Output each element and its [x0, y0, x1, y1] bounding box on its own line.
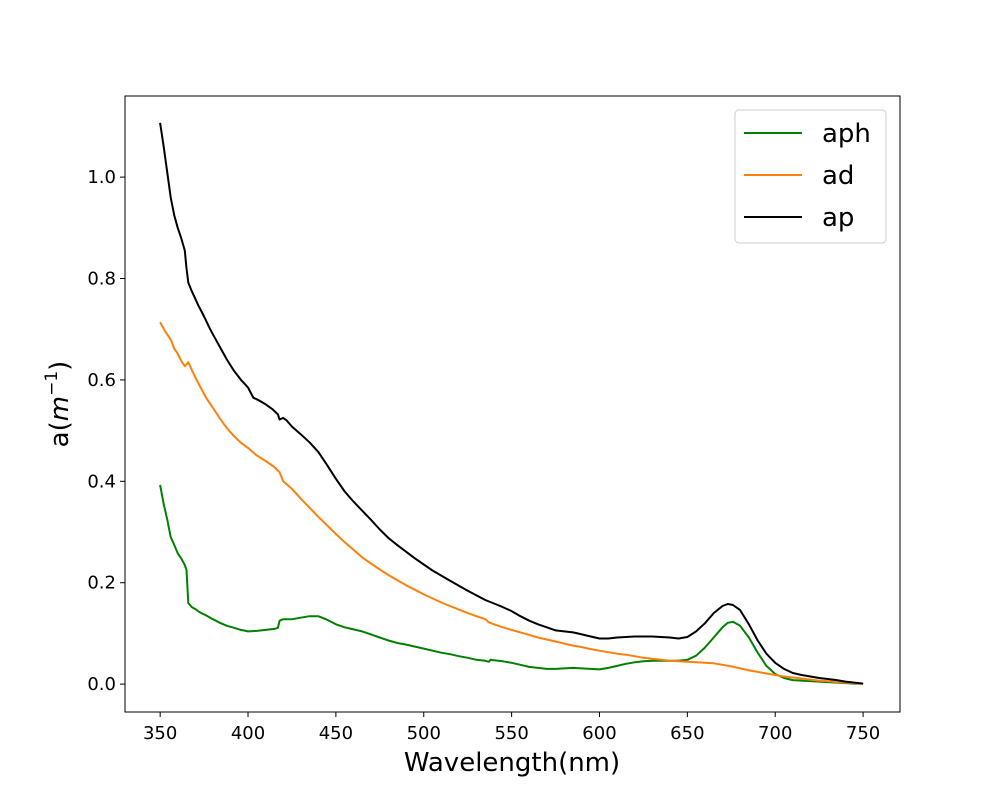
plot-frame — [124, 95, 901, 713]
legend-label-ad: ad — [822, 161, 854, 191]
y-tick-label: 1.0 — [87, 167, 116, 188]
y-tick-label: 0.6 — [87, 370, 116, 391]
y-axis: 0.0 0.2 0.4 0.6 0.8 1.0 — [87, 167, 125, 695]
x-axis-label: Wavelength(nm) — [404, 748, 620, 778]
legend-box — [734, 109, 887, 244]
x-tick-label: 400 — [231, 723, 265, 744]
y-tick-label: 0.8 — [87, 269, 116, 290]
series-line-ad — [159, 321, 864, 685]
x-tick-label: 650 — [670, 723, 704, 744]
series-line-aph — [159, 484, 864, 685]
x-tick-label: 350 — [143, 723, 177, 744]
legend: aph ad ap — [734, 109, 887, 244]
y-tick-label: 0.0 — [87, 674, 116, 695]
y-tick-label: 0.2 — [87, 573, 116, 594]
series-line-ap — [159, 122, 864, 685]
x-tick-label: 700 — [758, 723, 792, 744]
x-tick-label: 450 — [319, 723, 353, 744]
legend-label-aph: aph — [822, 119, 871, 149]
x-tick-label: 600 — [582, 723, 616, 744]
y-tick-label: 0.4 — [87, 471, 116, 492]
y-axis-label: a(m−1) — [42, 361, 75, 448]
x-tick-label: 500 — [407, 723, 441, 744]
x-tick-label: 550 — [494, 723, 528, 744]
series-layer — [159, 122, 864, 685]
legend-label-ap: ap — [822, 203, 854, 233]
x-axis: 350 400 450 500 550 600 650 700 750 — [143, 712, 880, 744]
x-tick-label: 750 — [846, 723, 880, 744]
